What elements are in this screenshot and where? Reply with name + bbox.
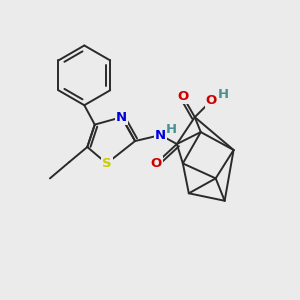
Text: H: H <box>166 123 177 136</box>
Text: O: O <box>150 157 162 170</box>
Text: N: N <box>155 129 166 142</box>
Text: N: N <box>116 111 127 124</box>
Text: O: O <box>206 94 217 107</box>
Text: H: H <box>218 88 229 101</box>
Text: S: S <box>102 157 112 170</box>
Text: O: O <box>177 90 188 103</box>
